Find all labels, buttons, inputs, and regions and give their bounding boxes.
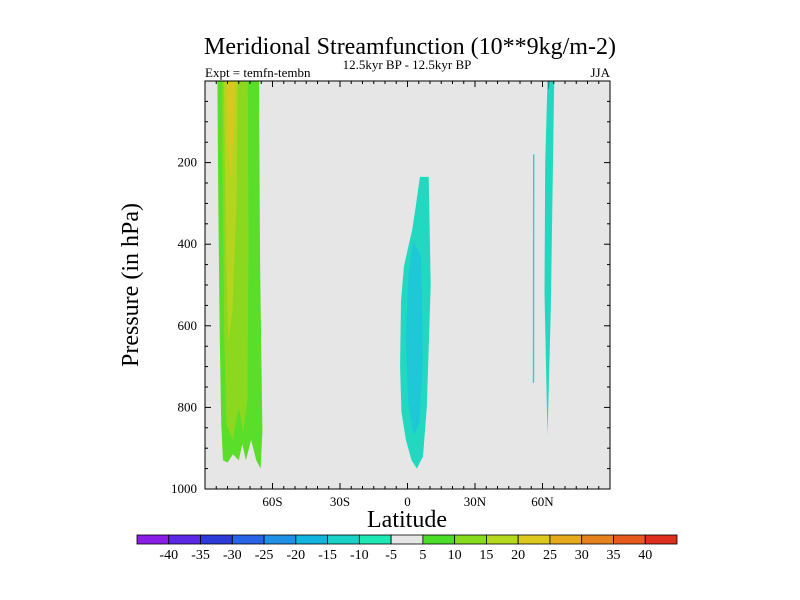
contour-southern-polar-core-max xyxy=(226,81,236,179)
colorbar-swatch xyxy=(517,534,551,545)
axis-ticks: 60S 30S 0 30N 60N 200 400 600 800 1000 xyxy=(171,81,610,509)
subtitle-center: 12.5kyr BP - 12.5kyr BP xyxy=(343,57,472,72)
colorbar-label: -35 xyxy=(191,548,210,563)
y-tick-label: 200 xyxy=(178,155,198,170)
colorbar-swatch xyxy=(231,534,265,545)
contour-southern-polar-core xyxy=(223,81,238,343)
y-tick-label: 1000 xyxy=(171,481,197,496)
colorbar-label: 35 xyxy=(606,548,620,563)
colorbar-label: 25 xyxy=(543,548,557,563)
x-tick-label: 60S xyxy=(262,494,282,509)
y-axis-label: Pressure (in hPa) xyxy=(118,203,144,367)
colorbar-label: 10 xyxy=(448,548,462,563)
y-tick-label: 800 xyxy=(178,399,198,414)
colorbar: -40 -35 -30 -25 -20 -15 -10 -5 5 10 15 20 25 30 35 40 xyxy=(136,534,678,563)
colorbar-swatch xyxy=(454,534,487,545)
x-tick-label: 60N xyxy=(531,494,554,509)
colorbar-label: -10 xyxy=(350,548,369,563)
x-tick-label: 0 xyxy=(404,494,411,509)
colorbar-swatch xyxy=(390,534,424,545)
colorbar-label: -5 xyxy=(385,548,397,563)
contour-regions xyxy=(217,81,555,469)
colorbar-label: -25 xyxy=(255,548,274,563)
x-axis-label: Latitude xyxy=(367,507,447,533)
colorbar-swatch xyxy=(295,534,328,545)
colorbar-label: 40 xyxy=(638,548,652,563)
y-tick-label: 600 xyxy=(178,318,198,333)
y-tick-label: 400 xyxy=(178,236,198,251)
colorbar-label: 30 xyxy=(575,548,589,563)
subtitle-right: JJA xyxy=(590,65,610,80)
colorbar-swatch xyxy=(327,534,360,545)
colorbar-label: -30 xyxy=(223,548,242,563)
plot-frame xyxy=(204,80,611,490)
colorbar-swatch xyxy=(613,534,646,545)
colorbar-swatch xyxy=(644,534,678,545)
subtitle-left: Expt = temfn-tembn xyxy=(205,65,311,80)
colorbar-swatch xyxy=(549,534,583,545)
colorbar-label: -20 xyxy=(286,548,305,563)
colorbar-swatch xyxy=(422,534,456,545)
colorbar-swatch xyxy=(486,534,519,545)
colorbar-label: 20 xyxy=(511,548,525,563)
colorbar-swatch xyxy=(358,534,392,545)
colorbar-swatch xyxy=(200,534,233,545)
colorbar-label: 15 xyxy=(479,548,493,563)
colorbar-swatch xyxy=(263,534,297,545)
colorbar-label: -15 xyxy=(318,548,337,563)
x-tick-label: 30N xyxy=(464,494,487,509)
contour-equatorial-negative-core xyxy=(405,240,423,436)
contour-northern-negative-thin-band xyxy=(544,81,555,436)
chart-title: Meridional Streamfunction (10**9kg/m-2) xyxy=(204,34,616,60)
contour-northern-negative-thin-band-2 xyxy=(532,154,535,383)
colorbar-label: -40 xyxy=(159,548,178,563)
colorbar-swatch xyxy=(168,534,201,545)
contour-northern-negative-thin-top xyxy=(547,81,550,90)
colorbar-label: 5 xyxy=(419,548,426,563)
colorbar-swatch xyxy=(581,534,614,545)
colorbar-swatch xyxy=(136,534,170,545)
x-tick-label: 30S xyxy=(330,494,350,509)
